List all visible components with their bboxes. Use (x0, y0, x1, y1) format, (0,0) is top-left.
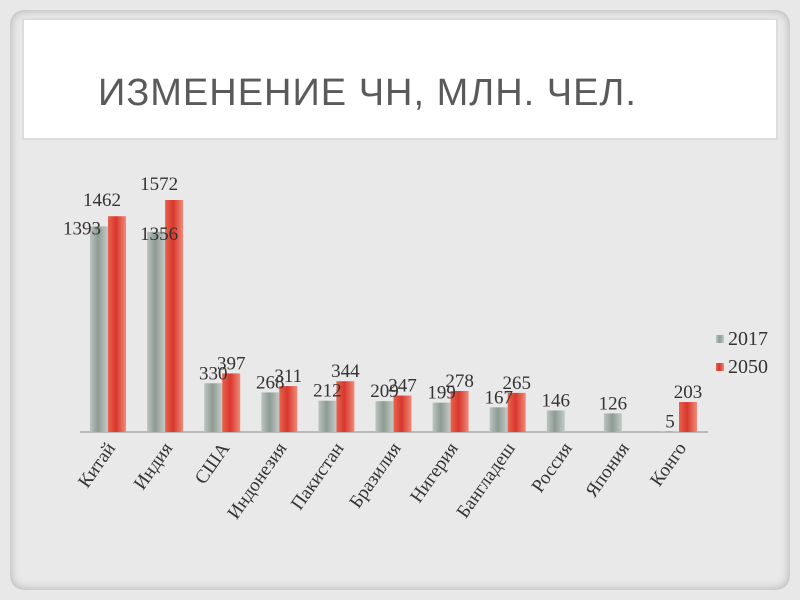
value-label-2050-Китай: 1462 (83, 190, 121, 211)
value-label-2050-Нигерия: 278 (445, 371, 474, 392)
bar-2050-Индия (165, 200, 184, 432)
category-label-Нигерия: Нигерия (406, 439, 463, 507)
bar-2017-Нигерия (432, 402, 451, 432)
category-label-Россия: Россия (528, 439, 577, 497)
bar-2050-США (222, 373, 241, 432)
value-label-2017-Пакистан: 212 (313, 381, 342, 402)
category-label-Китай: Китай (74, 439, 120, 492)
value-label-2050-Бангладеш: 265 (502, 373, 531, 394)
value-label-2050-Бразилия: 247 (388, 376, 417, 397)
value-label-2017-Китай: 1393 (63, 218, 101, 239)
category-label-Конго: Конго (646, 439, 691, 491)
value-label-2050-Конго: 203 (674, 382, 703, 403)
value-label-2017-Бразилия: 209 (370, 381, 399, 402)
value-label-2050-США: 397 (217, 353, 246, 374)
bar-2017-Пакистан (318, 400, 337, 432)
value-label-2017-Индонезия: 268 (256, 372, 285, 393)
bar-2017-Бангладеш (489, 407, 508, 432)
slide-title: ИЗМЕНЕНИЕ ЧН, МЛН. ЧЕЛ. (98, 72, 637, 114)
value-label-2050-Индонезия: 311 (274, 366, 302, 387)
bar-2017-США (204, 383, 223, 432)
bar-2050-Китай (108, 216, 126, 432)
category-label-Пакистан: Пакистан (287, 439, 348, 514)
value-label-2017-Россия: 146 (542, 390, 571, 411)
value-label-2017-Бангладеш: 167 (484, 387, 513, 408)
value-label-2050-Пакистан: 344 (331, 361, 360, 382)
bar-2017-Индия (147, 231, 166, 432)
legend-label-2050: 2050 (728, 356, 768, 378)
bar-2017-Бразилия (375, 401, 394, 432)
bar-2050-Пакистан (336, 381, 355, 432)
bar-2050-Нигерия (450, 390, 469, 432)
category-label-Индия: Индия (130, 439, 177, 494)
legend-swatch-2017 (716, 335, 724, 343)
bar-2017-Россия (546, 410, 565, 432)
bar-2017-Конго (661, 431, 679, 432)
title-box (22, 18, 778, 140)
category-label-Япония: Япония (582, 439, 635, 502)
value-label-2017-США: 330 (199, 363, 228, 384)
category-label-Бразилия: Бразилия (345, 439, 405, 513)
value-label-2017-Нигерия: 199 (427, 383, 456, 404)
bar-2050-Индонезия (279, 386, 298, 432)
value-label-2050-Индия: 1572 (140, 174, 178, 195)
bar-2050-Бразилия (393, 395, 412, 432)
bar-2017-Индонезия (261, 392, 280, 432)
bar-2017-Япония (603, 413, 622, 432)
value-label-2017-Конго: 5 (665, 411, 675, 432)
value-label-2017-Япония: 126 (599, 393, 628, 414)
category-label-США: США (191, 439, 234, 489)
legend-swatch-2050 (716, 363, 724, 371)
bar-2050-Конго (679, 402, 697, 432)
value-label-2017-Индия: 1356 (140, 224, 178, 245)
legend-label-2017: 2017 (728, 328, 768, 350)
bar-2050-Бангладеш (507, 392, 526, 432)
category-label-Бангладеш: Бангладеш (453, 439, 520, 523)
bar-2017-Китай (90, 226, 108, 432)
